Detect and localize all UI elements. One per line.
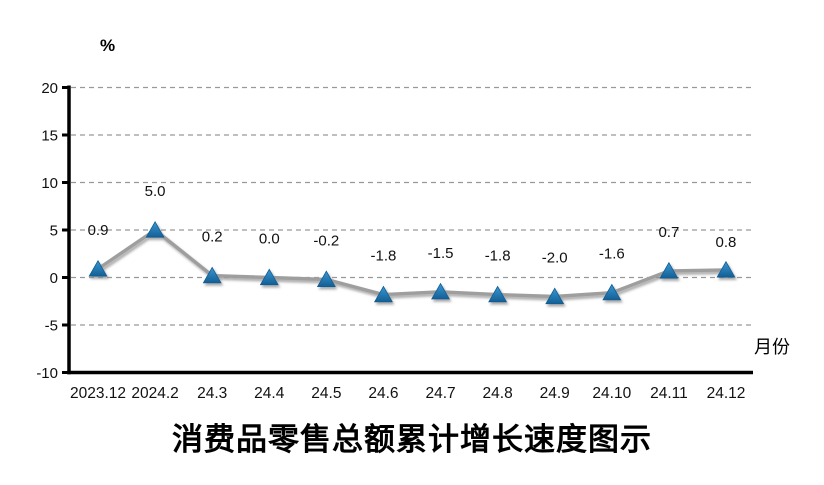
data-label: -2.0 <box>542 250 568 267</box>
data-label: 0.7 <box>658 224 679 241</box>
y-axis-tick-label: 20 <box>41 80 58 97</box>
x-axis-tick-label: 24.11 <box>650 385 688 402</box>
data-label: -1.6 <box>599 246 625 263</box>
x-axis-tick-label: 2023.12 <box>70 385 126 402</box>
data-point-marker <box>545 287 565 305</box>
data-point-marker <box>431 282 451 300</box>
x-axis-tick-label: 24.12 <box>707 385 746 402</box>
data-label: -1.8 <box>485 248 511 265</box>
data-point-marker <box>316 270 336 287</box>
data-point-marker <box>259 268 279 286</box>
data-series <box>88 220 736 305</box>
data-label: 5.0 <box>145 183 166 200</box>
y-axis-tick-label: 15 <box>41 128 58 145</box>
data-point-marker <box>659 261 679 279</box>
x-axis-title: 月份 <box>754 337 790 357</box>
line-chart: 20 15 10 5 0 -5 -10 0.9 5.0 0.2 0.0 -0.2 -1.8 -1.5 -1.… <box>36 80 753 402</box>
y-axis-tick-label: -10 <box>36 365 58 382</box>
y-axis-tick-label: 5 <box>50 223 58 240</box>
data-point-marker <box>202 266 222 284</box>
x-axis-tick-label: 24.5 <box>311 385 341 402</box>
x-axis-tick-label: 24.9 <box>540 385 570 402</box>
data-label: 0.0 <box>259 231 280 248</box>
data-point-marker <box>145 220 165 238</box>
data-point-marker <box>88 259 108 277</box>
y-axis-tick-label: -5 <box>45 318 58 335</box>
chart-title: 消费品零售总额累计增长速度图示 <box>172 422 652 457</box>
y-axis-tick-label: 10 <box>41 175 58 192</box>
data-point-marker <box>602 283 622 301</box>
x-axis-tick-label: 24.3 <box>197 385 227 402</box>
data-label: 0.8 <box>716 234 737 251</box>
series-line <box>96 228 728 299</box>
y-axis-unit-label: % <box>100 36 116 55</box>
y-axis-tick-label: 0 <box>50 270 58 287</box>
data-label: -0.2 <box>313 232 339 249</box>
data-point-marker <box>488 285 508 303</box>
data-point-marker <box>716 260 736 278</box>
x-axis-tick-label: 24.8 <box>483 385 513 402</box>
data-point-marker <box>373 285 393 303</box>
x-axis-tick-label: 24.10 <box>592 385 631 402</box>
x-axis-tick-label: 24.4 <box>254 385 285 402</box>
data-label: -1.5 <box>428 245 454 262</box>
x-axis-tick-label: 24.7 <box>425 385 455 402</box>
data-label: -1.8 <box>371 248 397 265</box>
x-axis-tick-label: 24.6 <box>368 385 398 402</box>
data-label: 0.2 <box>202 229 223 246</box>
data-label: 0.9 <box>88 222 109 239</box>
x-axis-tick-label: 2024.2 <box>131 385 178 402</box>
